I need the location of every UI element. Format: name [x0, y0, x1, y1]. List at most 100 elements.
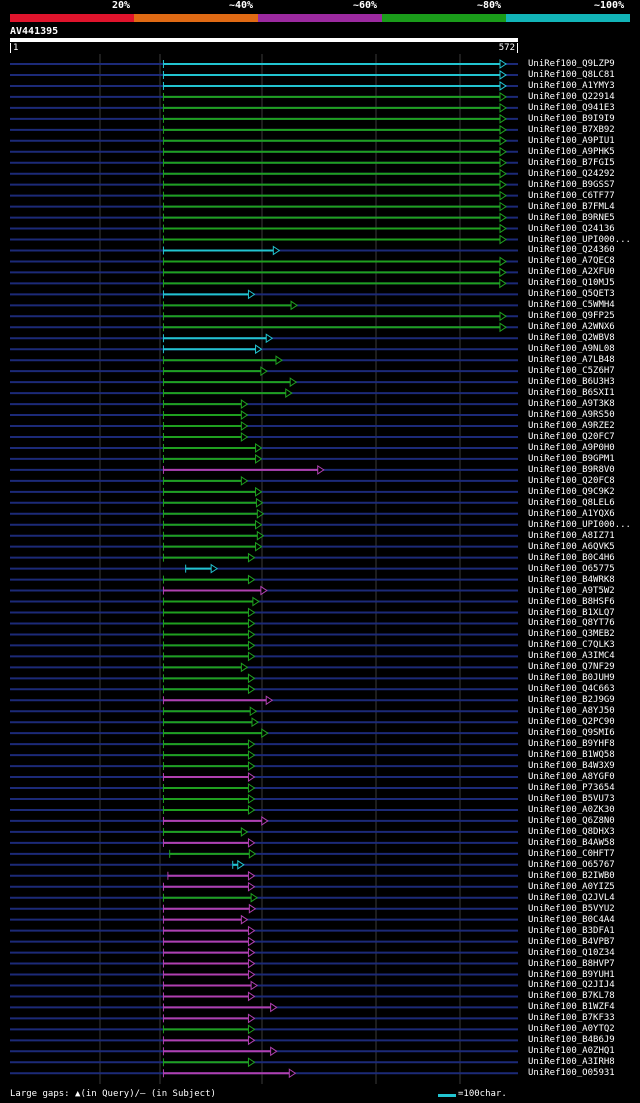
hit-row[interactable] [10, 267, 518, 278]
hit-label[interactable]: UniRef100_B1WZF4 [528, 1002, 615, 1013]
hit-label[interactable]: UniRef100_A0YTQ2 [528, 1024, 615, 1035]
hit-row[interactable] [10, 541, 518, 552]
hit-label[interactable]: UniRef100_O05931 [528, 1068, 615, 1079]
hit-row[interactable] [10, 146, 518, 157]
hit-row[interactable] [10, 739, 518, 750]
hit-row[interactable] [10, 958, 518, 969]
hit-label[interactable]: UniRef100_A1YMY3 [528, 80, 615, 91]
hit-label[interactable]: UniRef100_A9T5W2 [528, 585, 615, 596]
hit-row[interactable] [10, 366, 518, 377]
hit-row[interactable] [10, 59, 518, 69]
hit-label[interactable]: UniRef100_C7QLK3 [528, 640, 615, 651]
hit-label[interactable]: UniRef100_A9RZE2 [528, 421, 615, 431]
hit-label[interactable]: UniRef100_Q2JVL4 [528, 892, 615, 903]
hit-label[interactable]: UniRef100_B9YHF8 [528, 739, 615, 750]
hit-row[interactable] [10, 991, 518, 1002]
hit-label[interactable]: UniRef100_B4WRK8 [528, 574, 615, 585]
hit-row[interactable] [10, 596, 518, 607]
hit-label[interactable]: UniRef100_A9RS50 [528, 410, 615, 421]
hit-label[interactable]: UniRef100_Q20FC7 [528, 431, 615, 442]
hit-label[interactable]: UniRef100_Q8DHX3 [528, 826, 615, 837]
hit-label[interactable]: UniRef100_C0HFT7 [528, 848, 615, 859]
hit-label[interactable]: UniRef100_B9GSS7 [528, 179, 615, 190]
hit-row[interactable] [10, 333, 518, 344]
hit-row[interactable] [10, 530, 518, 541]
hit-row[interactable] [10, 201, 518, 212]
hit-label[interactable]: UniRef100_Q3MEB2 [528, 629, 615, 640]
hit-label[interactable]: UniRef100_Q24360 [528, 245, 615, 256]
hit-label[interactable]: UniRef100_O65767 [528, 859, 615, 870]
hit-row[interactable] [10, 157, 518, 168]
hit-row[interactable] [10, 475, 518, 486]
hit-row[interactable] [10, 410, 518, 420]
hit-row[interactable] [10, 1068, 518, 1079]
hit-row[interactable] [10, 903, 518, 914]
hit-row[interactable] [10, 212, 518, 223]
hit-label[interactable]: UniRef100_Q10Z34 [528, 947, 615, 958]
hit-row[interactable] [10, 322, 518, 333]
hit-label[interactable]: UniRef100_Q9LZP9 [528, 59, 615, 69]
hit-label[interactable]: UniRef100_C6TF77 [528, 190, 615, 201]
hit-label[interactable]: UniRef100_Q9C9K2 [528, 486, 615, 497]
hit-row[interactable] [10, 750, 518, 761]
hit-row[interactable] [10, 651, 518, 662]
hit-label[interactable]: UniRef100_Q2PC90 [528, 717, 615, 728]
hit-label[interactable]: UniRef100_A9PIU1 [528, 135, 615, 146]
hit-label[interactable]: UniRef100_B9GPM1 [528, 453, 615, 464]
hit-label[interactable]: UniRef100_B7KF33 [528, 1013, 615, 1024]
hit-label[interactable]: UniRef100_Q8LC81 [528, 69, 615, 80]
hit-row[interactable] [10, 815, 518, 826]
hit-row[interactable] [10, 717, 518, 728]
hit-label[interactable]: UniRef100_B3DFA1 [528, 925, 615, 936]
hit-label[interactable]: UniRef100_A8IZ71 [528, 530, 615, 541]
hit-row[interactable] [10, 881, 518, 892]
hit-label[interactable]: UniRef100_UPI000... [528, 234, 631, 245]
hit-row[interactable] [10, 388, 518, 399]
hit-label[interactable]: UniRef100_A0ZK30 [528, 804, 615, 815]
hit-label[interactable]: UniRef100_A9NL08 [528, 344, 615, 355]
hit-label[interactable]: UniRef100_Q7NF29 [528, 662, 615, 673]
hit-row[interactable] [10, 519, 518, 530]
hit-label[interactable]: UniRef100_B7KL78 [528, 991, 615, 1002]
hit-row[interactable] [10, 289, 518, 300]
hit-row[interactable] [10, 355, 518, 366]
hit-row[interactable] [10, 311, 518, 322]
hit-row[interactable] [10, 300, 518, 311]
hit-label[interactable]: UniRef100_Q2JIJ4 [528, 980, 615, 991]
hit-row[interactable] [10, 607, 518, 618]
hit-row[interactable] [10, 113, 518, 124]
hit-row[interactable] [10, 1035, 518, 1046]
hit-row[interactable] [10, 629, 518, 640]
hit-row[interactable] [10, 234, 518, 245]
hit-row[interactable] [10, 706, 518, 717]
hit-row[interactable] [10, 914, 518, 925]
hit-label[interactable]: UniRef100_B9R8V0 [528, 464, 615, 475]
hit-label[interactable]: UniRef100_Q8YT76 [528, 618, 615, 629]
hit-label[interactable]: UniRef100_B7FGI5 [528, 157, 615, 168]
hit-row[interactable] [10, 859, 518, 870]
hit-label[interactable]: UniRef100_B0C4H6 [528, 552, 615, 563]
hit-label[interactable]: UniRef100_A9T3K8 [528, 399, 615, 410]
hit-label[interactable]: UniRef100_B2IWB0 [528, 870, 615, 881]
hit-label[interactable]: UniRef100_B9YUH1 [528, 969, 615, 980]
hit-row[interactable] [10, 179, 518, 190]
hit-row[interactable] [10, 190, 518, 201]
hit-row[interactable] [10, 453, 518, 464]
hit-label[interactable]: UniRef100_B0C4A4 [528, 914, 615, 925]
hit-label[interactable]: UniRef100_A0YIZ5 [528, 881, 615, 892]
hit-row[interactable] [10, 377, 518, 388]
hit-row[interactable] [10, 223, 518, 234]
hit-label[interactable]: UniRef100_Q941E3 [528, 102, 615, 113]
hit-label[interactable]: UniRef100_Q6Z8N0 [528, 815, 615, 826]
hit-label[interactable]: UniRef100_O65775 [528, 563, 615, 574]
hit-row[interactable] [10, 684, 518, 695]
hit-row[interactable] [10, 91, 518, 102]
hit-row[interactable] [10, 574, 518, 585]
hit-label[interactable]: UniRef100_B5VYU2 [528, 903, 615, 914]
hit-label[interactable]: UniRef100_B4W3X9 [528, 761, 615, 772]
hit-label[interactable]: UniRef100_B8HVP7 [528, 958, 615, 969]
hit-label[interactable]: UniRef100_A2XFU0 [528, 267, 615, 278]
hit-row[interactable] [10, 1002, 518, 1013]
hit-label[interactable]: UniRef100_UPI000... [528, 519, 631, 530]
hit-row[interactable] [10, 1046, 518, 1057]
